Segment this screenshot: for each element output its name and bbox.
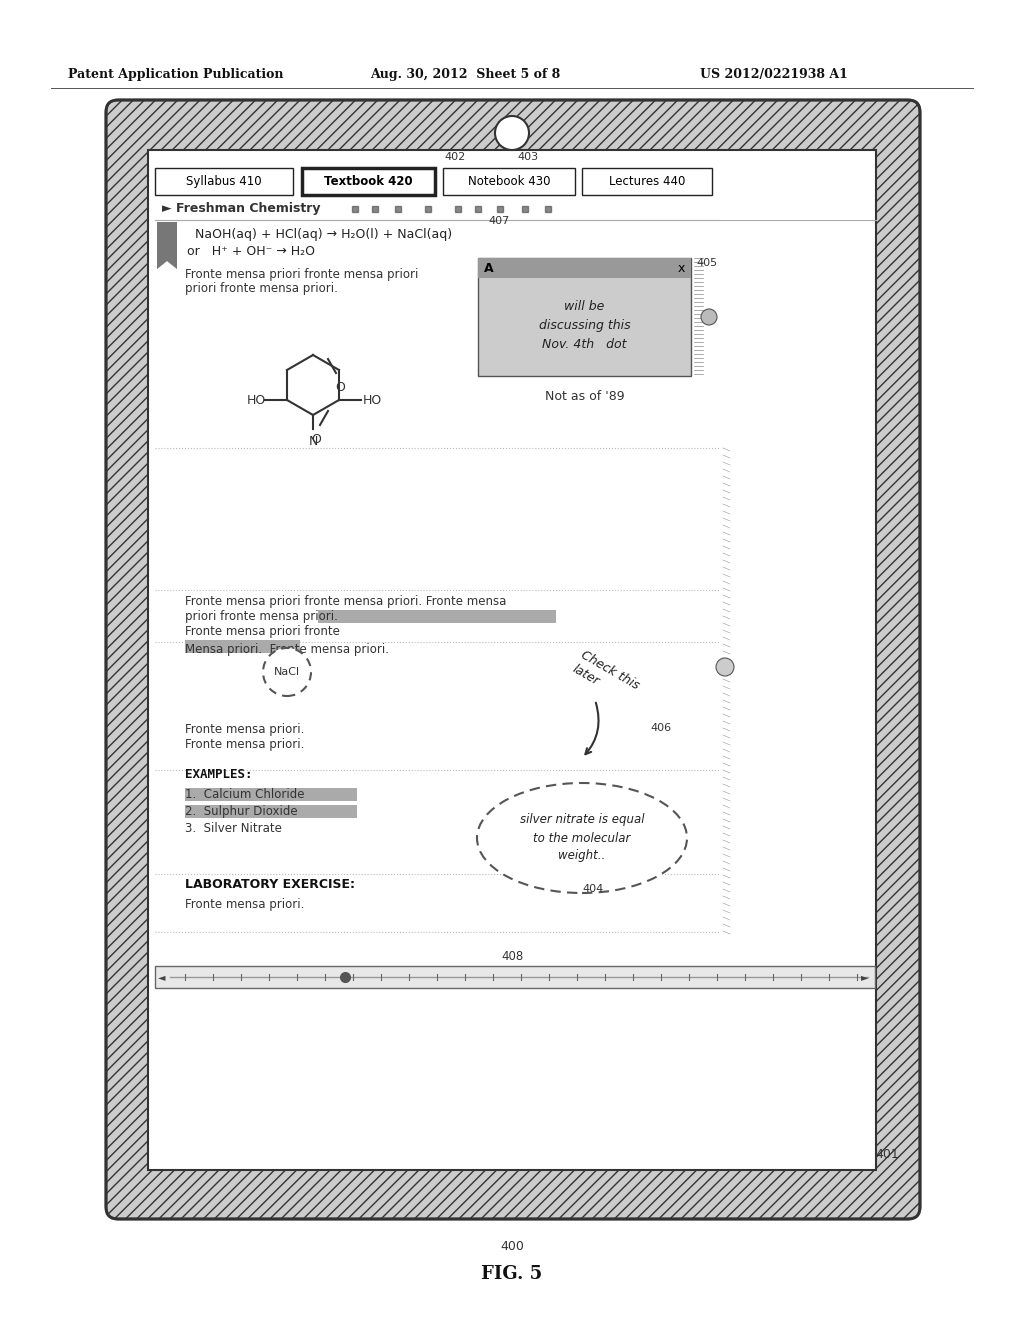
Text: or   H⁺ + OH⁻ → H₂O: or H⁺ + OH⁻ → H₂O	[187, 246, 315, 257]
Text: Patent Application Publication: Patent Application Publication	[68, 69, 284, 81]
Text: Fronte mensa priori fronte mensa priori: Fronte mensa priori fronte mensa priori	[185, 268, 419, 281]
Text: Notebook 430: Notebook 430	[468, 176, 550, 187]
FancyBboxPatch shape	[106, 100, 920, 1218]
Text: 2.  Sulphur Dioxide: 2. Sulphur Dioxide	[185, 805, 298, 818]
Text: will be
discussing this
Nov. 4th   dot: will be discussing this Nov. 4th dot	[539, 301, 631, 351]
Text: Fronte mensa priori fronte mensa priori. Fronte mensa: Fronte mensa priori fronte mensa priori.…	[185, 595, 507, 609]
Polygon shape	[157, 261, 177, 271]
Text: Fronte mensa priori fronte
Mensa priori.  Fronte mensa priori.: Fronte mensa priori fronte Mensa priori.…	[185, 624, 389, 656]
Bar	[318, 610, 556, 623]
Text: Fronte mensa priori.: Fronte mensa priori.	[185, 723, 304, 737]
Text: 402: 402	[444, 152, 466, 162]
Text: Aug. 30, 2012  Sheet 5 of 8: Aug. 30, 2012 Sheet 5 of 8	[370, 69, 560, 81]
Bar	[155, 966, 874, 987]
Text: NaOH(aq) + HCl(aq) → H₂O(l) + NaCl(aq): NaOH(aq) + HCl(aq) → H₂O(l) + NaCl(aq)	[195, 228, 453, 242]
Bar	[185, 788, 357, 801]
Bar	[185, 805, 357, 818]
Text: 400: 400	[500, 1239, 524, 1253]
Text: 405: 405	[696, 257, 717, 268]
Text: FIG. 5: FIG. 5	[481, 1265, 543, 1283]
Text: priori fronte mensa priori.: priori fronte mensa priori.	[185, 610, 338, 623]
Circle shape	[701, 309, 717, 325]
Text: 3.  Silver Nitrate: 3. Silver Nitrate	[185, 822, 282, 836]
Ellipse shape	[477, 783, 687, 894]
Circle shape	[495, 116, 529, 150]
Text: ►: ►	[860, 972, 868, 982]
Text: LABORATORY EXERCISE:: LABORATORY EXERCISE:	[185, 878, 355, 891]
Text: 406: 406	[650, 723, 671, 733]
Text: HO: HO	[247, 393, 266, 407]
Text: 407: 407	[488, 216, 509, 226]
Text: ◄: ◄	[158, 972, 166, 982]
Text: Textbook 420: Textbook 420	[325, 176, 413, 187]
Bar	[478, 257, 691, 376]
Text: silver nitrate is equal
to the molecular
weight..: silver nitrate is equal to the molecular…	[520, 813, 644, 862]
Bar	[185, 640, 300, 653]
Text: priori fronte mensa priori.: priori fronte mensa priori.	[185, 282, 338, 294]
Text: A: A	[484, 261, 494, 275]
Text: NaCl: NaCl	[274, 667, 300, 677]
Text: Fronte mensa priori.: Fronte mensa priori.	[185, 898, 304, 911]
Bar	[582, 168, 712, 195]
Text: US 2012/0221938 A1: US 2012/0221938 A1	[700, 69, 848, 81]
Bar	[302, 168, 435, 195]
Text: HO: HO	[362, 393, 382, 407]
Text: Fronte mensa priori.: Fronte mensa priori.	[185, 738, 304, 751]
Text: 1.  Calcium Chloride: 1. Calcium Chloride	[185, 788, 304, 801]
Text: ► Freshman Chemistry: ► Freshman Chemistry	[162, 202, 321, 215]
Text: Not as of '89: Not as of '89	[545, 389, 625, 403]
Bar	[155, 168, 293, 195]
Text: Lectures 440: Lectures 440	[609, 176, 685, 187]
Bar	[157, 222, 177, 271]
Text: O: O	[335, 381, 345, 393]
Bar	[478, 257, 691, 279]
Circle shape	[263, 648, 311, 696]
Text: EXAMPLES:: EXAMPLES:	[185, 768, 253, 781]
Circle shape	[716, 657, 734, 676]
Bar	[443, 168, 575, 195]
Text: O: O	[311, 433, 321, 446]
Text: x: x	[678, 261, 685, 275]
FancyArrowPatch shape	[586, 702, 599, 754]
Text: Syllabus 410: Syllabus 410	[186, 176, 262, 187]
Text: 403: 403	[517, 152, 539, 162]
Text: Check this
later: Check this later	[570, 648, 641, 706]
Text: 408: 408	[501, 950, 523, 964]
Text: 401: 401	[874, 1148, 899, 1162]
Bar	[148, 150, 876, 1170]
Text: N: N	[308, 436, 317, 447]
Text: 404: 404	[582, 884, 603, 894]
